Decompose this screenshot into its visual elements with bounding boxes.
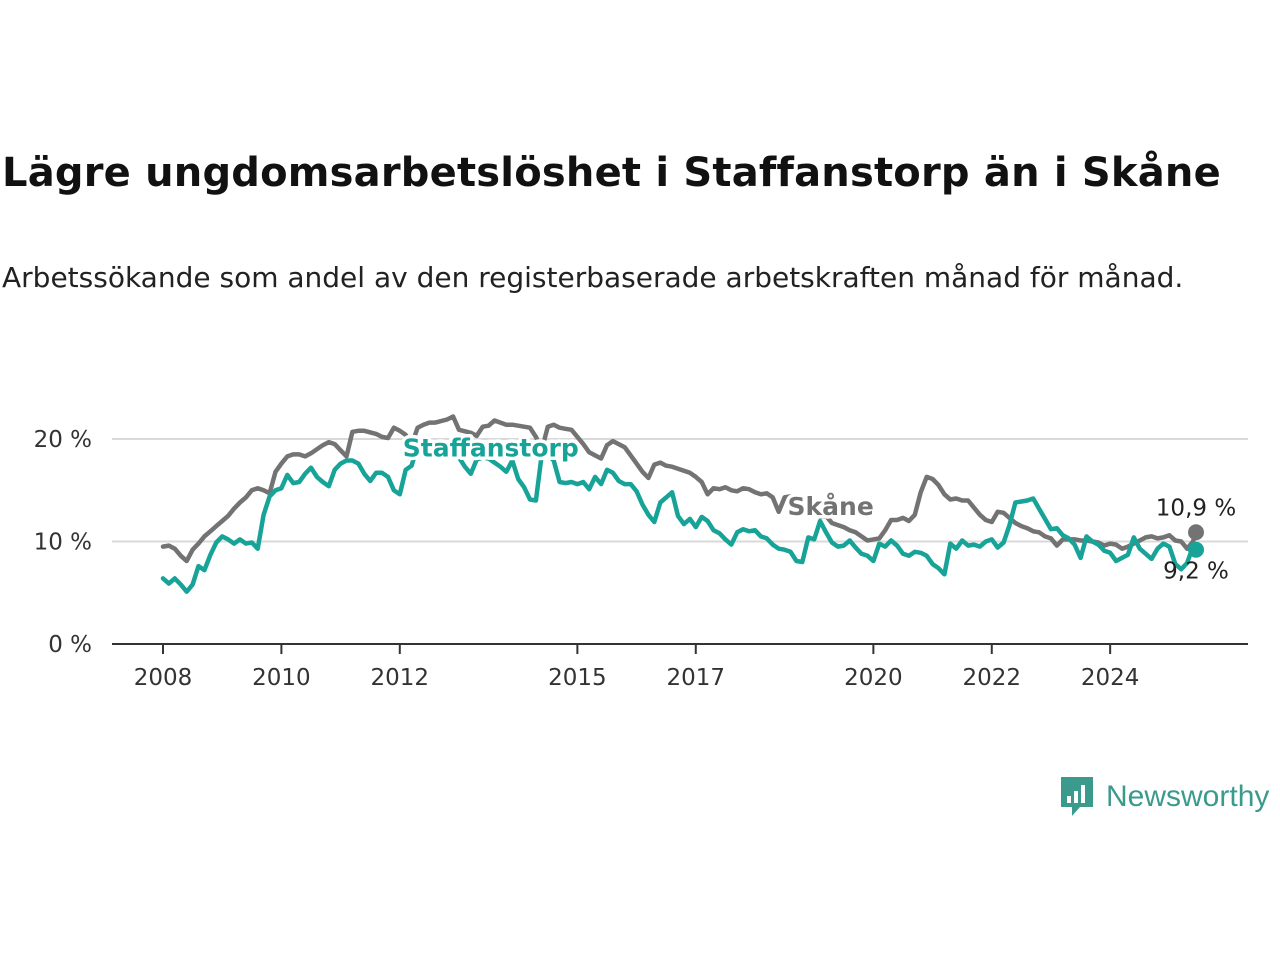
x-tick-label-2008: 2008: [134, 665, 193, 691]
x-tick-label-2010: 2010: [252, 665, 311, 691]
series-endpoint-staffanstorp: [1188, 541, 1204, 558]
series-endpoint-skane: [1188, 524, 1204, 541]
brand-name: Newsworthy: [1106, 780, 1270, 813]
x-tick-label-2022: 2022: [962, 665, 1021, 691]
line-chart: 0 % 10 % 20 % 2008 2010 2012 2015 2017 2020 2022 2…: [34, 414, 1248, 691]
chart-title: Lägre ungdomsarbetslöshet i Staffanstorp…: [2, 150, 1221, 196]
y-tick-label-20: 20 %: [34, 427, 92, 453]
series-line-staffanstorp: [160, 439, 1199, 594]
x-tick-label-2015: 2015: [548, 665, 607, 691]
y-tick-label-10: 10 %: [34, 530, 92, 556]
chart-subtitle: Arbetssökande som andel av den registerb…: [2, 261, 1184, 294]
series-label-staffanstorp: Staffanstorp: [403, 433, 579, 462]
x-tick-label-2020: 2020: [844, 665, 903, 691]
y-tick-label-0: 0 %: [48, 632, 92, 658]
series-line-skane: [160, 414, 1199, 564]
x-tick-label-2017: 2017: [667, 665, 726, 691]
end-label-skane: 10,9 %: [1156, 495, 1236, 521]
series-label-skane: Skåne: [788, 492, 874, 521]
x-tick-label-2024: 2024: [1081, 665, 1140, 691]
brand-logo: Newsworthy: [1058, 774, 1269, 820]
end-label-staffanstorp: 9,2 %: [1163, 559, 1229, 585]
newsworthy-logo-icon: [1061, 777, 1093, 816]
x-tick-label-2012: 2012: [371, 665, 430, 691]
